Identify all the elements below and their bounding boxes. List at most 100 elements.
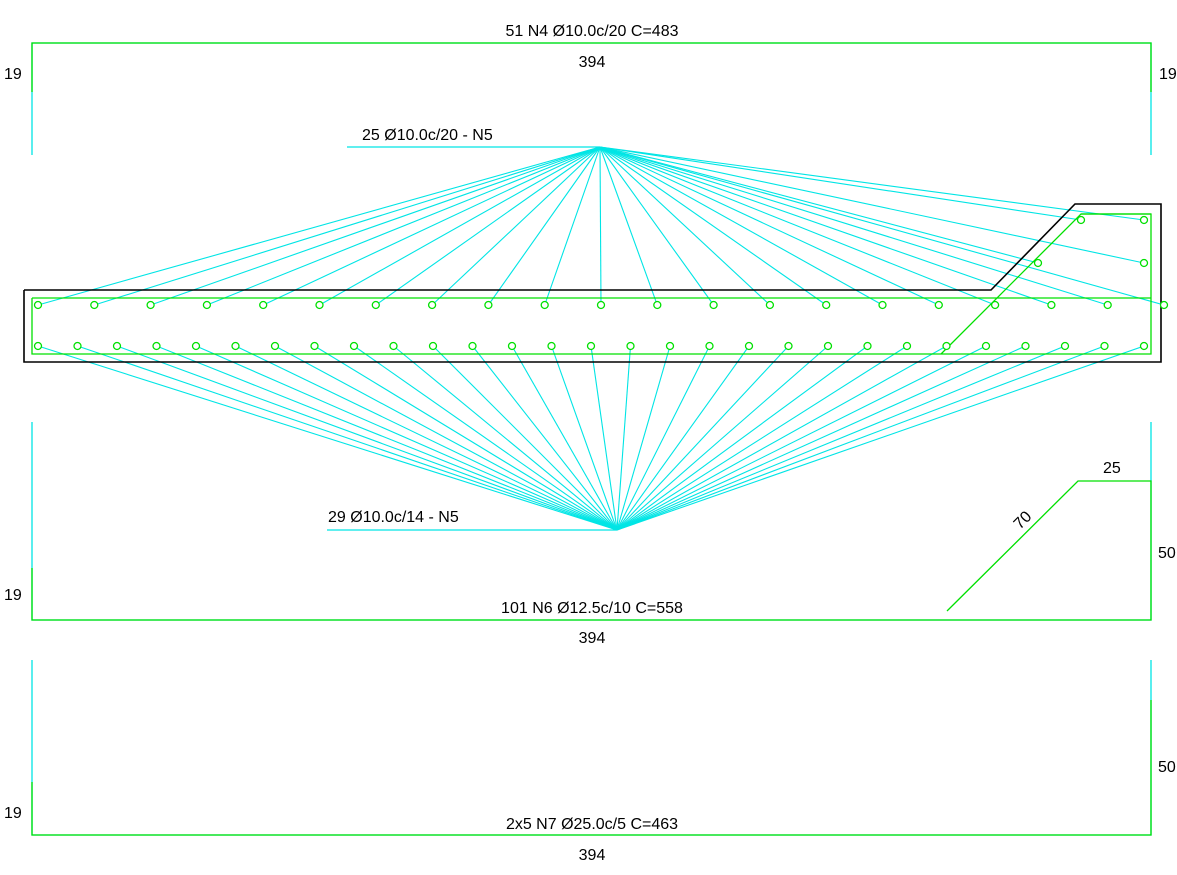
rebar-circle-top-17 bbox=[934, 300, 943, 310]
leader-line-bottom-17 bbox=[616, 345, 671, 531]
leader-line-bottom-12 bbox=[472, 345, 618, 531]
rebar-circle-bottom-25 bbox=[981, 341, 991, 351]
leader-line-bottom-26 bbox=[616, 345, 1026, 531]
rebar-circle-top-19 bbox=[1047, 300, 1056, 310]
leader-line-top-11 bbox=[599, 146, 602, 306]
leader-line-top-1 bbox=[37, 146, 601, 306]
leader-line-top-19 bbox=[599, 146, 1052, 306]
rebar-circle-bottom-18 bbox=[705, 341, 714, 351]
leader-line-bottom-29 bbox=[616, 345, 1145, 531]
n6-vertical-label: 50 bbox=[1158, 545, 1176, 562]
rebar-circle-top-23 bbox=[1076, 215, 1086, 225]
n4-hook-left-label: 19 bbox=[4, 66, 22, 83]
n7-bar-shape bbox=[31, 700, 1152, 836]
rebar-circle-bottom-26 bbox=[1021, 341, 1030, 351]
rebar-circle-bottom-22 bbox=[863, 341, 872, 351]
rebar-circle-bottom-27 bbox=[1060, 341, 1070, 351]
rebar-circle-bottom-24 bbox=[942, 341, 951, 351]
n7-hook-left-label: 19 bbox=[4, 805, 22, 822]
leader-line-bottom-5 bbox=[195, 345, 618, 531]
rebar-circle-bottom-11 bbox=[428, 341, 438, 351]
rebar-circle-bottom-20 bbox=[784, 341, 793, 351]
rebar-circle-top-7 bbox=[371, 300, 380, 310]
leader-line-top-22 bbox=[599, 146, 1039, 264]
n6-bend-top-label: 25 bbox=[1103, 460, 1121, 477]
slab-section-outline bbox=[23, 203, 1162, 363]
rebar-circle-top-20 bbox=[1103, 300, 1112, 310]
leader-line-top-15 bbox=[599, 146, 827, 306]
leader-line-top-18 bbox=[599, 146, 996, 306]
leader-line-bottom-27 bbox=[616, 345, 1066, 531]
leader-line-top-20 bbox=[599, 146, 1108, 306]
rebar-circle-top-4 bbox=[202, 300, 212, 310]
rebar-circle-bottom-16 bbox=[626, 341, 635, 351]
n4-bar-shape bbox=[31, 42, 1152, 92]
leader-line-top-21 bbox=[599, 146, 1165, 306]
rebar-circle-top-3 bbox=[146, 300, 155, 310]
n7-vertical-label: 50 bbox=[1158, 759, 1176, 776]
leader-line-bottom-24 bbox=[616, 345, 947, 531]
top-rebar-circles bbox=[33, 215, 1169, 310]
leader-line-bottom-8 bbox=[314, 345, 618, 531]
leader-line-top-16 bbox=[599, 146, 883, 306]
rebar-circle-bottom-9 bbox=[349, 341, 359, 351]
rebar-circle-bottom-14 bbox=[547, 341, 556, 351]
rebar-circle-bottom-17 bbox=[665, 341, 675, 351]
rebar-circle-top-6 bbox=[315, 300, 324, 310]
rebar-circle-top-18 bbox=[990, 300, 1000, 310]
rebar-circle-bottom-6 bbox=[231, 341, 240, 351]
leader-line-top-5 bbox=[262, 146, 601, 306]
n4-bar bbox=[31, 42, 1152, 155]
rebar-circle-bottom-3 bbox=[112, 341, 122, 351]
leader-line-bottom-16 bbox=[616, 345, 632, 531]
n4-hook-right-label: 19 bbox=[1159, 66, 1177, 83]
leader-line-bottom-21 bbox=[616, 345, 829, 531]
n6-bar-label: 101 N6 Ø12.5c/10 C=558 bbox=[501, 600, 683, 617]
leader-line-top-2 bbox=[94, 146, 601, 306]
leader-line-bottom-20 bbox=[616, 345, 789, 531]
bottom-rebar-circles bbox=[33, 341, 1149, 351]
leader-line-top-10 bbox=[544, 146, 601, 306]
rebar-circle-top-12 bbox=[653, 300, 662, 310]
n5-top-label: 25 Ø10.0c/20 - N5 bbox=[362, 127, 493, 144]
section-rebars bbox=[31, 213, 1152, 355]
leader-line-top-4 bbox=[206, 146, 601, 306]
leader-line-bottom-14 bbox=[550, 345, 618, 531]
rebar-circle-top-8 bbox=[427, 300, 437, 310]
leader-line-bottom-18 bbox=[616, 345, 710, 531]
leader-line-top-17 bbox=[599, 146, 940, 306]
n7-length-label: 394 bbox=[579, 847, 606, 864]
n7-bar bbox=[31, 660, 1152, 836]
rebar-circle-bottom-1 bbox=[33, 341, 43, 351]
leader-line-bottom-25 bbox=[616, 345, 987, 531]
n6-length-label: 394 bbox=[579, 630, 606, 647]
rebar-circle-bottom-13 bbox=[507, 341, 517, 351]
rebar-circle-top-1 bbox=[33, 300, 43, 310]
n6-hook-left-label: 19 bbox=[4, 587, 22, 604]
rebar-circle-top-10 bbox=[540, 300, 549, 310]
rebar-circle-bottom-29 bbox=[1139, 341, 1149, 351]
rebar-circle-top-25 bbox=[1139, 258, 1149, 268]
leader-line-bottom-7 bbox=[274, 345, 618, 531]
n4-bar-label: 51 N4 Ø10.0c/20 C=483 bbox=[505, 23, 678, 40]
leader-line-bottom-13 bbox=[511, 345, 618, 531]
leader-line-top-23 bbox=[599, 146, 1082, 221]
rebar-circle-bottom-4 bbox=[152, 341, 161, 351]
rebar-circle-bottom-8 bbox=[310, 341, 319, 351]
rebar-circle-bottom-23 bbox=[902, 341, 912, 351]
rebar-circle-bottom-7 bbox=[270, 341, 280, 351]
rebar-circle-top-9 bbox=[484, 300, 493, 310]
leader-line-top-24 bbox=[599, 146, 1145, 221]
rebar-circle-top-2 bbox=[90, 300, 99, 310]
rebar-circle-top-24 bbox=[1139, 215, 1149, 225]
n4-length-label: 394 bbox=[579, 54, 606, 71]
leader-line-bottom-2 bbox=[77, 345, 618, 531]
leader-line-top-14 bbox=[599, 146, 771, 306]
leader-line-top-25 bbox=[599, 146, 1145, 264]
rebar-circle-bottom-15 bbox=[586, 341, 596, 351]
n5-top-leaders bbox=[37, 146, 1165, 306]
rebar-circle-top-13 bbox=[709, 300, 718, 310]
rebar-circle-top-11 bbox=[596, 300, 606, 310]
leader-line-top-8 bbox=[431, 146, 601, 306]
